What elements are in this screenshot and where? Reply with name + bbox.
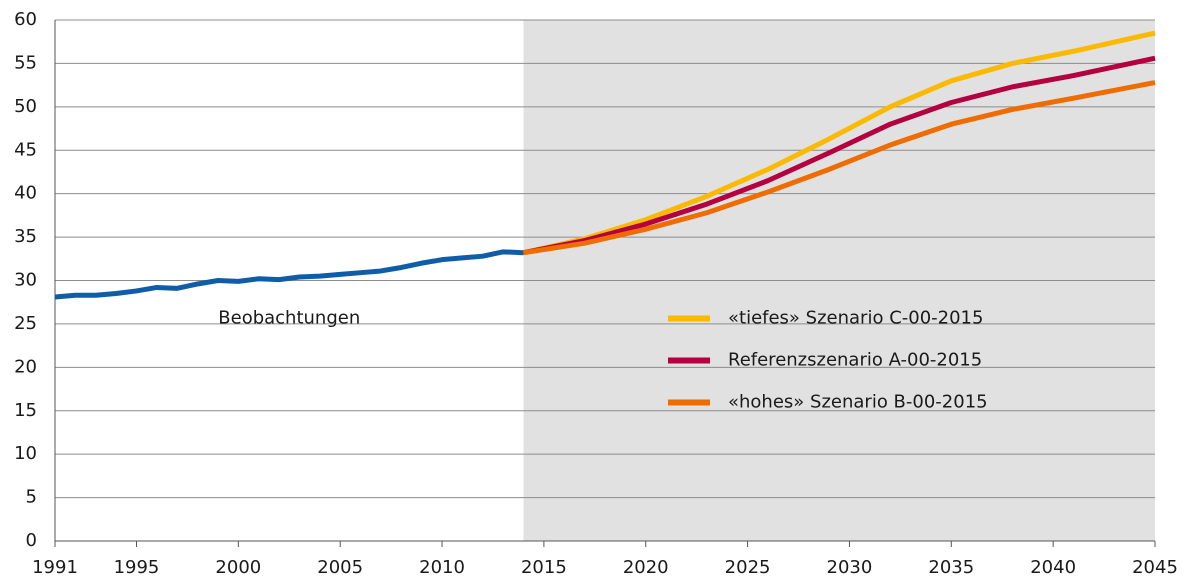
x-tick-label: 2005 — [317, 557, 363, 578]
legend-label: «hohes» Szenario B-00-2015 — [728, 392, 988, 413]
y-tick-label: 40 — [14, 183, 37, 204]
y-tick-label: 55 — [14, 52, 37, 73]
y-tick-label: 60 — [14, 9, 37, 30]
series-line — [522, 30, 1156, 256]
series-label: Beobachtungen — [218, 308, 360, 329]
x-tick-label: 2045 — [1132, 557, 1178, 578]
series-line — [54, 249, 524, 300]
y-tick-label: 5 — [26, 487, 37, 508]
x-tick-label: 2015 — [521, 557, 567, 578]
x-tick-label: 2030 — [827, 557, 873, 578]
x-tick-label: 2040 — [1030, 557, 1076, 578]
y-tick-label: 50 — [14, 96, 37, 117]
y-tick-label: 0 — [26, 530, 37, 551]
legend-label: «tiefes» Szenario C-00-2015 — [728, 308, 983, 329]
y-tick-label: 20 — [14, 356, 37, 377]
series-line — [523, 55, 1156, 256]
x-tick-label: 2000 — [215, 557, 261, 578]
x-tick-label: 2010 — [419, 557, 465, 578]
y-tick-label: 30 — [14, 270, 37, 291]
y-tick-label: 15 — [14, 400, 37, 421]
legend-label: Referenzszenario A-00-2015 — [728, 350, 982, 371]
x-tick-label: 2035 — [928, 557, 974, 578]
series-line — [523, 80, 1156, 256]
y-tick-label: 45 — [14, 139, 37, 160]
y-tick-label: 35 — [14, 226, 37, 247]
y-tick-label: 25 — [14, 313, 37, 334]
x-tick-label: 2025 — [725, 557, 771, 578]
y-tick-label: 10 — [14, 443, 37, 464]
x-tick-label: 1991 — [32, 557, 78, 578]
x-tick-label: 2020 — [623, 557, 669, 578]
x-tick-label: 1995 — [114, 557, 160, 578]
